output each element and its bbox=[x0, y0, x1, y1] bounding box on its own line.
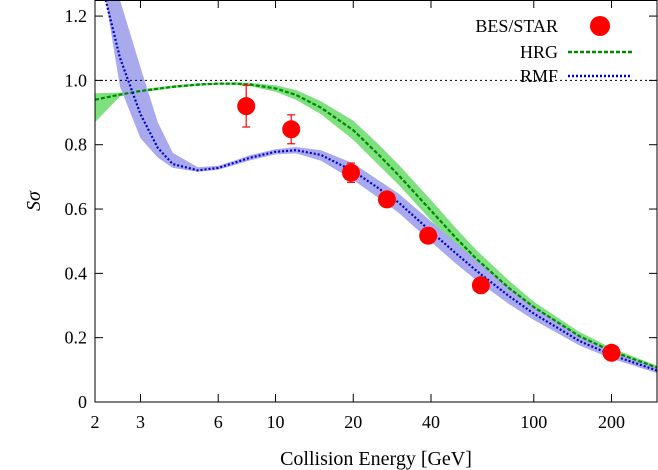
x-tick-label: 2 bbox=[91, 412, 100, 432]
x-tick-label: 20 bbox=[344, 412, 362, 432]
x-tick-label: 10 bbox=[267, 412, 285, 432]
y-tick-label: 0.2 bbox=[65, 328, 88, 348]
y-axis-title: Sσ bbox=[23, 190, 45, 211]
y-tick-label: 0.6 bbox=[65, 199, 88, 219]
legend: BES/STAR HRG RMF bbox=[475, 16, 632, 86]
legend-marker bbox=[590, 16, 610, 36]
data-point bbox=[419, 226, 438, 245]
y-tick-label: 0.8 bbox=[65, 135, 88, 155]
data-point bbox=[471, 276, 490, 295]
x-axis-title: Collision Energy [GeV] bbox=[280, 448, 472, 470]
y-tick-label: 0.4 bbox=[65, 263, 88, 283]
x-tick-label: 6 bbox=[214, 412, 223, 432]
axis-ticks: 2 3 6 10 20 40 100 200 0 0.2 0.4 0.6 0.8 1.0 1.2 bbox=[65, 0, 657, 432]
line-rmf bbox=[104, 0, 657, 372]
x-tick-label: 200 bbox=[598, 412, 625, 432]
plot-frame bbox=[94, 0, 658, 403]
line-hrg bbox=[95, 82, 657, 369]
data-point bbox=[341, 163, 360, 182]
band-rmf bbox=[105, 0, 657, 374]
x-tick-label: 3 bbox=[136, 412, 145, 432]
legend-label: BES/STAR bbox=[475, 16, 558, 36]
y-tick-label: 1.2 bbox=[65, 6, 88, 26]
x-tick-label: 100 bbox=[520, 412, 547, 432]
y-tick-label: 0 bbox=[78, 392, 87, 412]
series-lines bbox=[95, 0, 657, 372]
data-points bbox=[237, 84, 621, 362]
y-tick-label: 1.0 bbox=[65, 70, 88, 90]
band-hrg bbox=[95, 82, 657, 370]
data-point bbox=[377, 190, 396, 209]
x-tick-label: 40 bbox=[422, 412, 440, 432]
legend-label: HRG bbox=[520, 42, 558, 62]
legend-label: RMF bbox=[520, 66, 558, 86]
data-point bbox=[282, 120, 301, 139]
data-point bbox=[237, 97, 256, 116]
uncertainty-bands bbox=[95, 0, 657, 374]
data-point bbox=[602, 343, 621, 362]
